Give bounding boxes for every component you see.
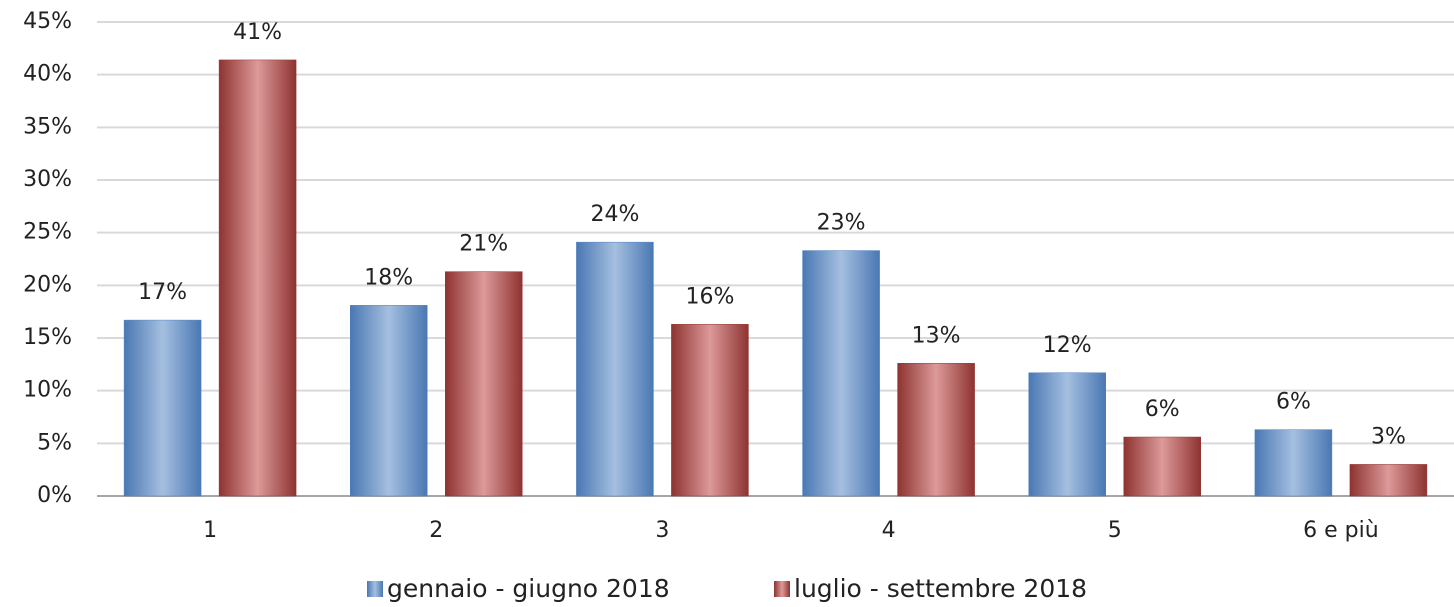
legend-label: gennaio - giugno 2018 xyxy=(387,574,670,603)
value-label: 3% xyxy=(1371,424,1406,449)
bar xyxy=(445,271,523,497)
bar xyxy=(123,319,202,497)
y-tick-label: 5% xyxy=(37,430,72,455)
legend-swatch xyxy=(367,581,383,597)
y-tick-label: 0% xyxy=(37,483,72,508)
value-label: 13% xyxy=(912,323,961,348)
value-label: 16% xyxy=(685,284,734,309)
bar xyxy=(1123,436,1201,497)
bar xyxy=(897,363,975,497)
bar xyxy=(218,59,297,497)
y-tick-label: 30% xyxy=(23,167,72,192)
y-tick-label: 40% xyxy=(23,62,72,87)
x-tick-label: 1 xyxy=(203,518,217,543)
y-tick-label: 10% xyxy=(23,378,72,403)
x-tick-label: 2 xyxy=(429,518,443,543)
bar xyxy=(1254,429,1333,497)
y-tick-label: 25% xyxy=(23,220,72,245)
bar xyxy=(1349,464,1428,497)
x-tick-label: 5 xyxy=(1108,518,1122,543)
y-tick-label: 20% xyxy=(23,272,72,297)
value-label: 21% xyxy=(459,232,508,257)
y-tick-label: 45% xyxy=(23,9,72,34)
x-tick-label: 4 xyxy=(882,518,896,543)
value-label: 18% xyxy=(364,265,413,290)
value-label: 12% xyxy=(1043,333,1092,358)
legend-swatch xyxy=(774,581,790,597)
bar xyxy=(576,241,654,497)
x-tick-label: 6 e più xyxy=(1303,518,1379,543)
y-tick-label: 35% xyxy=(23,114,72,139)
value-label: 23% xyxy=(817,211,866,236)
x-tick-label: 3 xyxy=(655,518,669,543)
bar xyxy=(802,250,880,497)
value-label: 17% xyxy=(138,280,187,305)
value-label: 41% xyxy=(233,20,282,45)
legend-label: luglio - settembre 2018 xyxy=(794,574,1087,603)
y-tick-label: 15% xyxy=(23,325,72,350)
value-label: 6% xyxy=(1276,390,1311,415)
bar xyxy=(671,324,749,497)
bar xyxy=(1028,372,1106,497)
value-label: 6% xyxy=(1145,397,1180,422)
bar xyxy=(350,305,428,497)
value-label: 24% xyxy=(590,202,639,227)
